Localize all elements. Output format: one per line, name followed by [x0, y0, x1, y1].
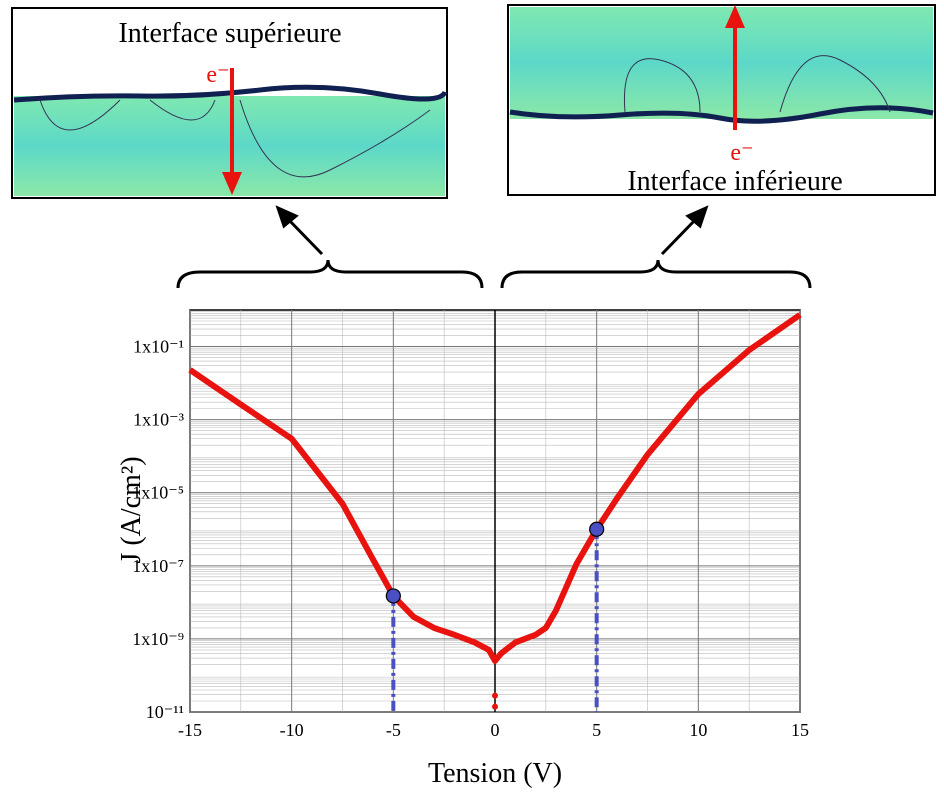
x-tick-label: 5: [592, 720, 601, 740]
y-tick-label: 1x10⁻³: [133, 410, 185, 430]
inset-right: Interface inférieure e⁻: [507, 4, 936, 197]
x-tick-label: 10: [689, 720, 707, 740]
data-point: [492, 703, 498, 710]
x-axis-title: Tension (V): [428, 758, 562, 789]
x-tick-label: 0: [491, 720, 500, 740]
y-tick-label: 1x10⁻¹: [133, 337, 184, 357]
braces: [176, 205, 812, 289]
data-line: [188, 312, 802, 664]
y-tick-label: 1x10⁻⁹: [132, 629, 184, 649]
plot: 10⁻¹¹ 1x10⁻⁹ 1x10⁻⁷ 1x10⁻⁵ 1x10⁻³ 1x10⁻¹ -15 -1…: [132, 309, 809, 740]
inset-title: Interface supérieure: [118, 18, 341, 49]
y-tick-label: 10⁻¹¹: [146, 702, 184, 722]
inset-left: Interface supérieure e⁻: [11, 7, 448, 199]
y-tick-label: 1x10⁻⁵: [132, 483, 184, 503]
x-tick-label: -5: [386, 720, 401, 740]
inset-title: Interface inférieure: [627, 166, 842, 197]
electron-label: e⁻: [206, 62, 229, 88]
x-tick-label: 15: [791, 720, 809, 740]
y-axis-title: J (A/cm²): [116, 456, 147, 563]
electron-label: e⁻: [730, 140, 753, 166]
x-tick-label: -10: [280, 720, 304, 740]
data-point: [492, 692, 498, 699]
y-tick-label: 1x10⁻⁷: [132, 556, 184, 576]
marker: [589, 521, 605, 537]
x-tick-label: -15: [178, 720, 202, 740]
marker: [385, 588, 401, 604]
